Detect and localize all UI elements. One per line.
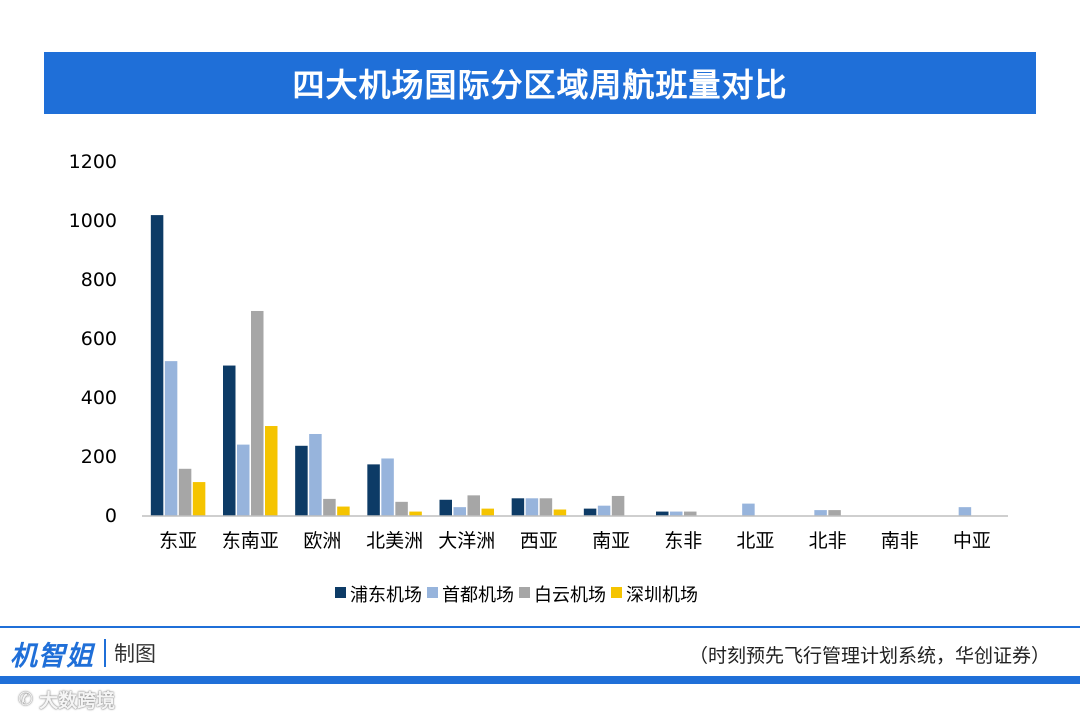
bar — [323, 498, 336, 516]
legend-swatch — [519, 587, 530, 598]
bars — [150, 215, 972, 516]
y-tick-label: 600 — [81, 328, 117, 350]
y-tick-label: 1000 — [69, 210, 117, 232]
bar — [367, 464, 380, 516]
footer-divider-top — [0, 626, 1080, 628]
bar — [814, 510, 827, 516]
bar — [525, 498, 539, 516]
bar — [670, 511, 683, 516]
brand-suffix: 制图 — [114, 642, 156, 666]
legend-label: 深圳机场 — [626, 585, 698, 606]
legend-label: 白云机场 — [534, 585, 606, 606]
brand: 机智姐 制图 — [10, 634, 156, 672]
bar — [265, 426, 278, 516]
watermark-text: 大数跨境 — [39, 690, 116, 712]
bar-chart: 020040060080010001200 东亚 东南亚 欧洲 北美洲 大洋洲 西亚 南亚东… — [69, 151, 1008, 606]
x-tick-label: 东非 — [664, 530, 702, 552]
legend-label: 浦东机场 — [350, 585, 422, 606]
watermark: ✆ 大数跨境 — [18, 686, 115, 713]
y-tick-label: 400 — [81, 387, 117, 409]
bar — [381, 458, 394, 516]
bar — [611, 495, 625, 516]
bar — [251, 310, 264, 516]
bar — [309, 433, 322, 516]
bar — [150, 215, 164, 516]
x-tick-label: 东亚 — [159, 530, 197, 552]
legend-swatch — [611, 587, 622, 598]
bar — [583, 508, 597, 516]
y-tick-label: 0 — [105, 505, 117, 527]
bar — [684, 511, 697, 516]
chat-icon: ✆ — [18, 689, 34, 710]
bar — [539, 498, 553, 516]
bar — [178, 468, 192, 516]
footer-divider-bottom — [0, 676, 1080, 684]
x-tick-label: 西亚 — [520, 530, 558, 552]
bar — [467, 495, 480, 516]
bar — [597, 505, 611, 516]
bar — [656, 511, 669, 516]
x-tick-label: 北美洲 — [366, 530, 423, 552]
source-note: （时刻预先飞行管理计划系统，华创证券） — [688, 645, 1050, 667]
y-tick-label: 200 — [81, 446, 117, 468]
bar — [409, 511, 422, 516]
brand-separator — [104, 639, 106, 667]
legend-swatch — [427, 587, 438, 598]
title-banner: 四大机场国际分区域周航班量对比 — [44, 52, 1036, 114]
bar — [337, 506, 350, 516]
legend-label: 首都机场 — [442, 585, 514, 606]
x-tick-label: 北亚 — [736, 530, 774, 552]
x-tick-label: 南亚 — [592, 530, 630, 552]
bar — [828, 510, 841, 516]
bar — [295, 445, 308, 516]
bar — [453, 507, 466, 516]
chart-title: 四大机场国际分区域周航班量对比 — [292, 66, 788, 104]
bar — [481, 508, 494, 516]
x-tick-label: 中亚 — [953, 530, 991, 552]
bar — [553, 509, 567, 516]
x-axis-labels: 东亚 东南亚 欧洲 北美洲 大洋洲 西亚 南亚 东非 北亚 北非 南非 中亚 — [159, 530, 991, 552]
x-tick-label: 东南亚 — [222, 530, 279, 552]
bar — [237, 444, 250, 516]
bar — [439, 499, 452, 516]
x-tick-label: 大洋洲 — [438, 530, 495, 552]
legend-swatch — [335, 587, 346, 598]
y-tick-label: 1200 — [69, 151, 117, 173]
brand-logo: 机智姐 — [10, 640, 94, 672]
x-tick-label: 欧洲 — [303, 530, 341, 552]
bar — [511, 498, 525, 516]
bar — [164, 361, 178, 516]
bar — [742, 503, 755, 516]
y-tick-label: 800 — [81, 269, 117, 291]
bar — [223, 365, 236, 516]
x-tick-label: 南非 — [881, 530, 919, 552]
legend: 浦东机场 首都机场 白云机场 深圳机场 — [335, 585, 698, 606]
bar — [958, 507, 972, 516]
y-axis-labels: 0 200 400 600 800 1000 1200 — [69, 151, 117, 527]
bar — [192, 482, 206, 516]
bar — [395, 501, 408, 516]
x-tick-label: 北非 — [809, 530, 847, 552]
